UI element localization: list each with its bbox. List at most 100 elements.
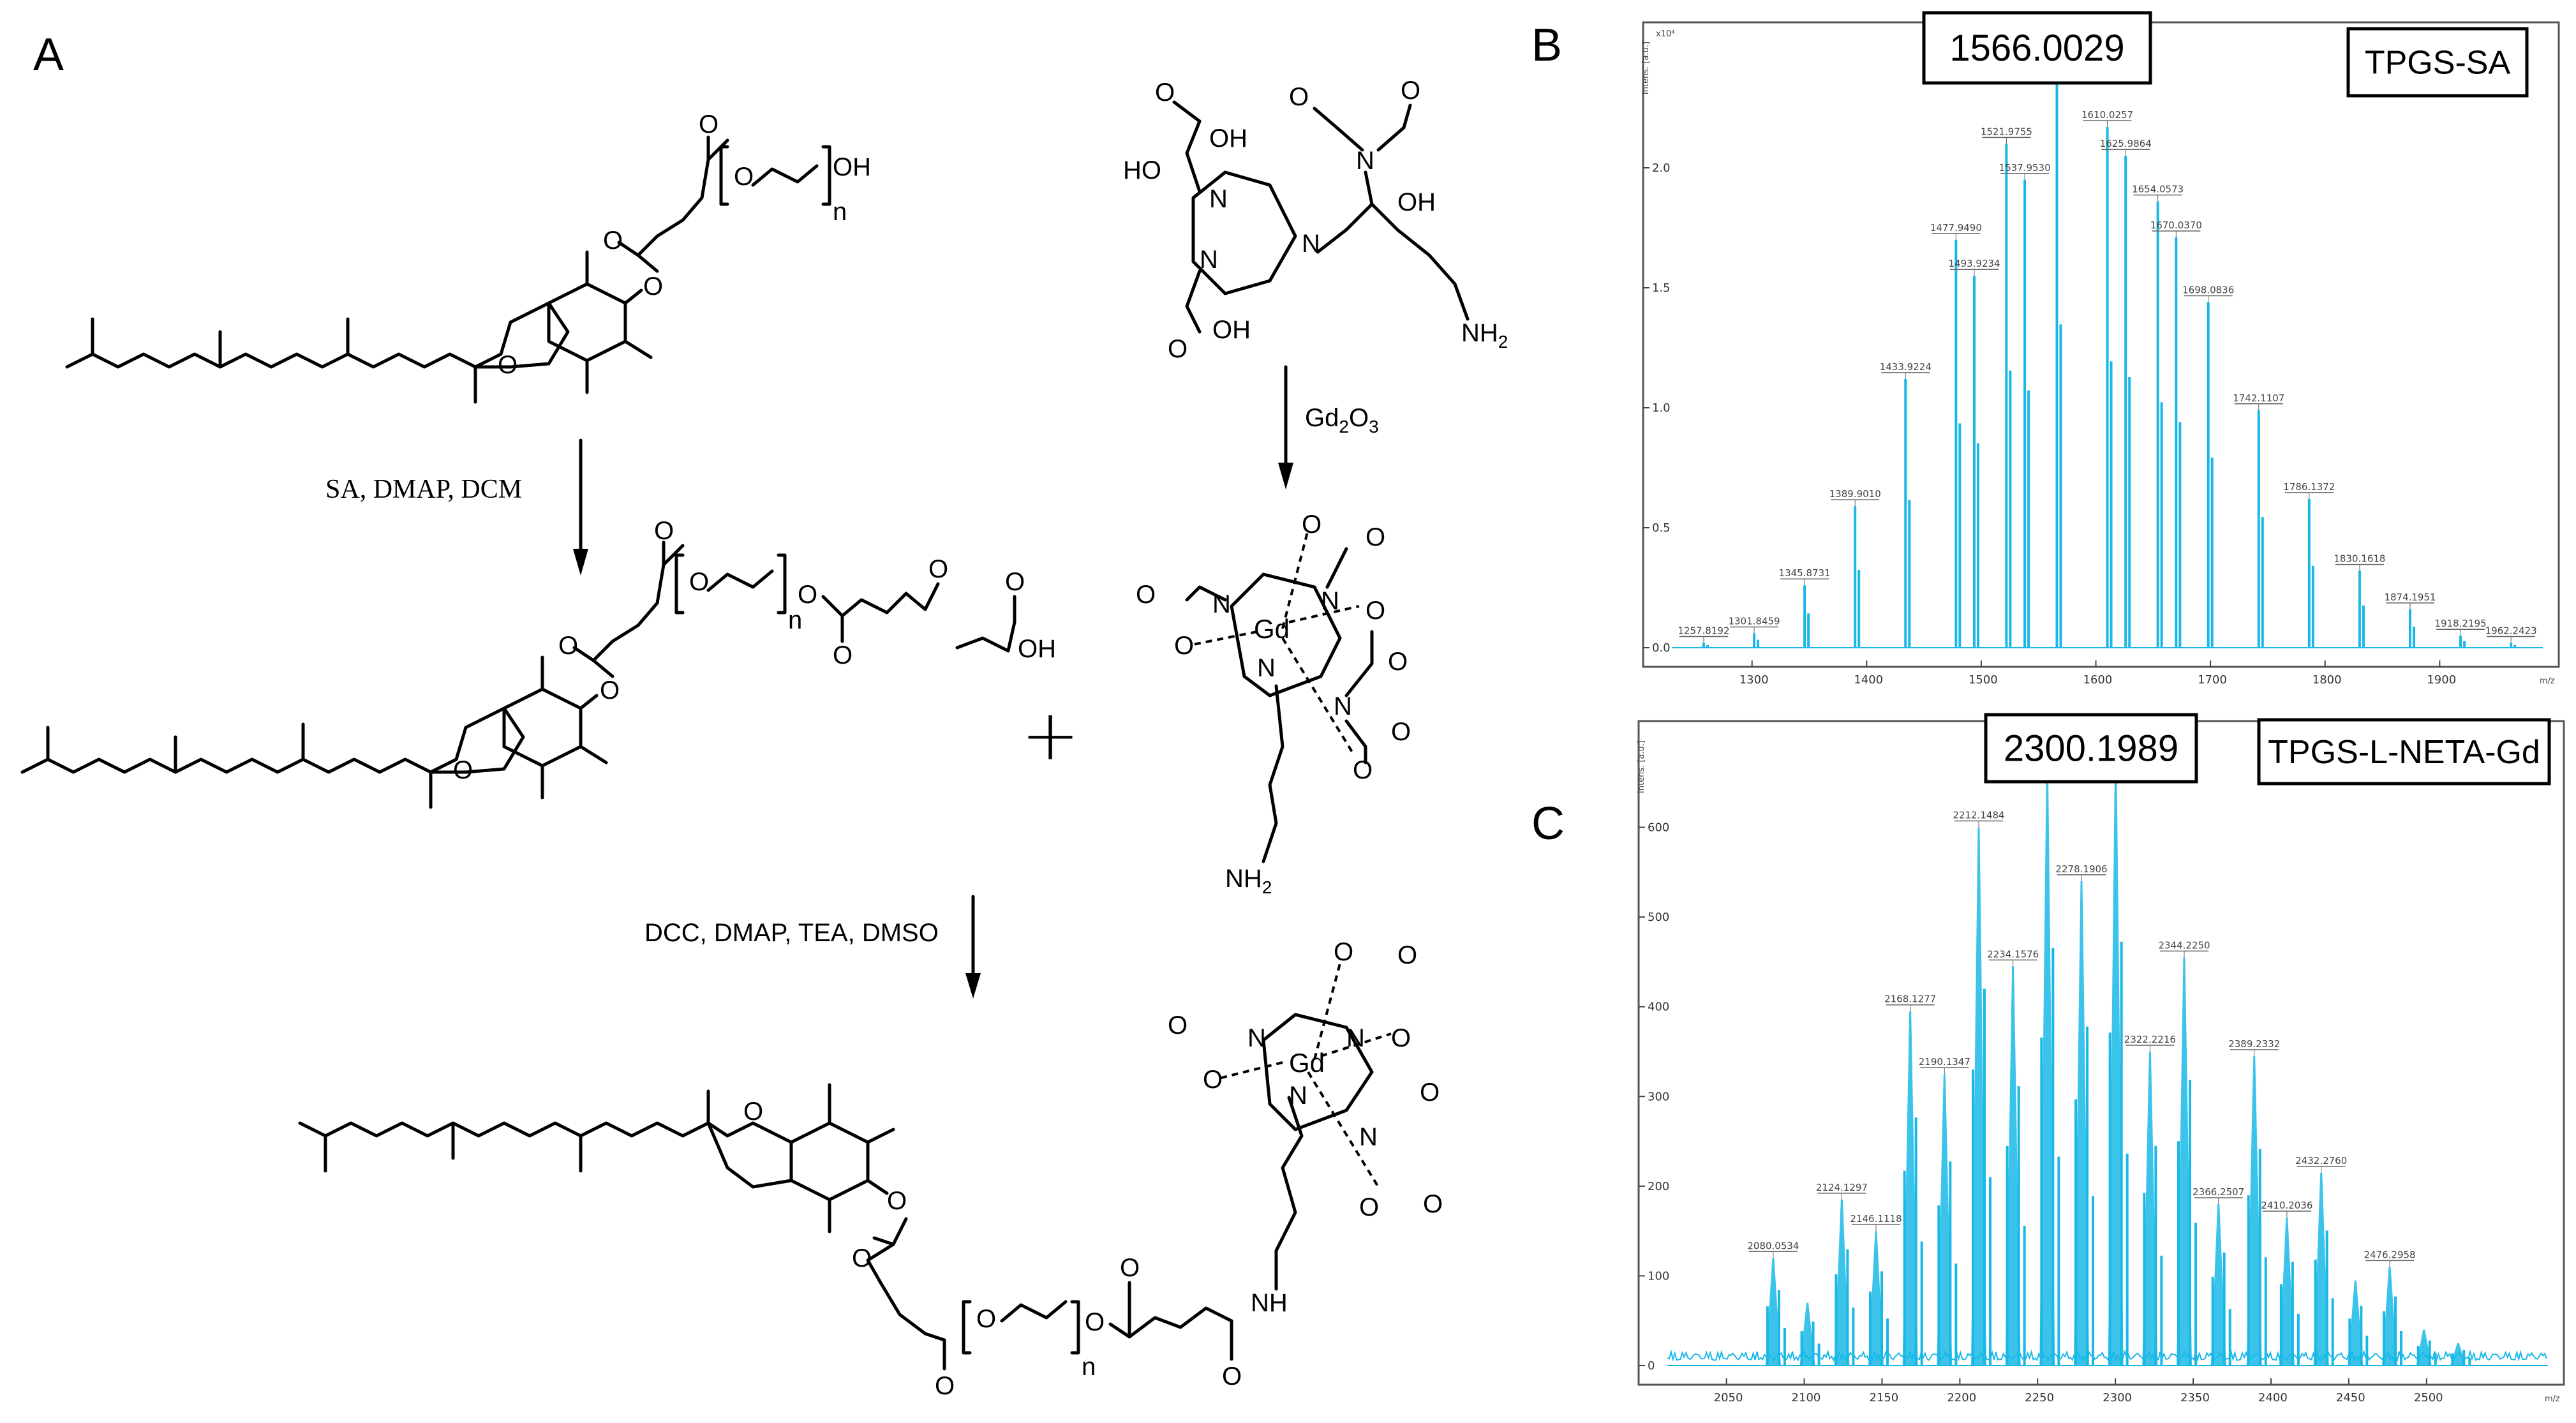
chart-c: 0 100 200 300 400 500 600 2050 2100 2150 2200 2250 2… <box>1637 713 2565 1404</box>
svg-text:O: O <box>1222 1362 1242 1390</box>
peak-17 <box>2348 1280 2364 1366</box>
x-tick-label: 2250 <box>2025 1391 2054 1404</box>
peak-label: 1537.9530 <box>1999 162 2051 174</box>
y-tick-label: 600 <box>1648 821 1669 835</box>
svg-text:Gd: Gd <box>1289 1048 1325 1078</box>
peak-label: 2366.2507 <box>2193 1186 2244 1198</box>
peak-label: 1625.9864 <box>2100 138 2152 149</box>
x-tick-label: 1300 <box>1739 673 1769 687</box>
peak-2212.1484 <box>1970 827 1986 1366</box>
peak-8 <box>2039 769 2055 1366</box>
y-tick-label: 300 <box>1648 1090 1669 1103</box>
step1-arrowhead <box>573 549 588 576</box>
sample-box <box>2346 27 2529 98</box>
peak-label: 1918.2195 <box>2435 618 2487 629</box>
svg-text:O: O <box>1420 1078 1440 1106</box>
peak-2190.1347 <box>1937 1074 1953 1366</box>
svg-text:O: O <box>1203 1066 1223 1094</box>
x-tick-label: 2100 <box>1792 1391 1821 1404</box>
molecule-tpgs-l-neta-gd: O O O O O n O O O NH N N N N Gd O <box>298 938 1443 1400</box>
x-axis-title: m/z <box>2545 1394 2560 1404</box>
x-tick-label: 2450 <box>2336 1391 2365 1404</box>
x-tick-label: 1800 <box>2312 673 2342 687</box>
peak-label: 2190.1347 <box>1919 1056 1970 1068</box>
peak-2476.2958 <box>2382 1267 2398 1366</box>
peak-2322.2216 <box>2142 1051 2158 1366</box>
y-exponent: x10⁴ <box>1656 29 1674 39</box>
x-tick-label: 1600 <box>2083 673 2113 687</box>
x-tick-label: 1400 <box>1854 673 1883 687</box>
y-tick-label: 0.5 <box>1652 521 1671 535</box>
panel-b-label: B <box>1531 20 1562 71</box>
peak-2278.1906 <box>2074 881 2090 1366</box>
svg-text:N: N <box>1289 1082 1307 1110</box>
peak-2234.1576 <box>2005 966 2021 1366</box>
svg-text:O: O <box>798 581 817 609</box>
peak-2124.1297 <box>1834 1199 1850 1366</box>
molecule-gd-neta: N N N N Gd O O O O O O O O NH2 <box>1136 510 1411 897</box>
panel-a-label: A <box>33 29 64 80</box>
svg-text:O: O <box>852 1244 872 1272</box>
y-tick-label: 0.0 <box>1652 641 1671 655</box>
chart-c-frame <box>1637 720 2565 1386</box>
svg-text:NH: NH <box>1251 1289 1288 1317</box>
y-tick-label: 0 <box>1648 1359 1655 1373</box>
y-tick-label: 400 <box>1648 1001 1669 1014</box>
peak-label: 1670.0370 <box>2150 220 2202 231</box>
svg-text:O: O <box>453 756 473 784</box>
svg-text:O: O <box>1388 648 1408 676</box>
svg-text:OH: OH <box>1018 635 1056 663</box>
peak-label: 2389.2332 <box>2228 1038 2280 1050</box>
x-tick-label: 1900 <box>2427 673 2456 687</box>
peak-2344.2250 <box>2177 957 2193 1366</box>
x-tick-label: 2500 <box>2414 1391 2443 1404</box>
svg-text:O: O <box>1005 568 1025 596</box>
svg-text:O: O <box>1136 581 1156 609</box>
peak-label: 2212.1484 <box>1953 810 2004 821</box>
svg-text:O: O <box>1366 597 1385 625</box>
peak-label: 2476.2958 <box>2364 1249 2415 1260</box>
svg-text:O: O <box>654 517 674 545</box>
peak-label: 1874.1951 <box>2384 592 2436 603</box>
peak-label: 1610.0257 <box>2081 109 2133 121</box>
svg-text:O: O <box>743 1098 763 1126</box>
svg-text:O: O <box>1155 78 1175 107</box>
y-tick-label: 2.0 <box>1652 161 1671 175</box>
peak-label: 2080.0534 <box>1747 1240 1799 1251</box>
svg-text:O: O <box>1359 1193 1379 1221</box>
peak-2366.2507 <box>2210 1203 2226 1366</box>
sample-title: TPGS-L-NETA-Gd <box>2268 734 2540 771</box>
peak-label: 1433.9224 <box>1880 361 1932 373</box>
svg-text:O: O <box>1366 523 1385 551</box>
peak-label: 1345.8731 <box>1779 567 1831 579</box>
peak-label: 1962.2423 <box>2485 625 2537 636</box>
svg-text:HO: HO <box>1123 156 1161 184</box>
step2-conditions: DCC, DMAP, TEA, DMSO <box>644 919 939 947</box>
peak-label: 1698.0836 <box>2182 285 2234 296</box>
svg-text:O: O <box>1168 1011 1187 1039</box>
sample-title: TPGS-SA <box>2365 45 2511 82</box>
peak-label: 2344.2250 <box>2158 939 2210 951</box>
svg-text:O: O <box>1391 718 1411 746</box>
svg-text:O: O <box>1401 77 1420 105</box>
x-tick-label: 2200 <box>1947 1391 1976 1404</box>
peak-19 <box>2416 1329 2432 1366</box>
y-tick-label: 1.5 <box>1652 281 1671 295</box>
highlight-mass-label: 2300.1989 <box>2004 728 2178 770</box>
peak-label: 1786.1372 <box>2283 481 2335 493</box>
peak-label: 1521.9755 <box>1981 126 2032 137</box>
svg-text:N: N <box>1334 692 1352 720</box>
svg-text:O: O <box>1397 941 1417 969</box>
highlight-box <box>1984 713 2198 784</box>
peak-label: 1654.0573 <box>2132 184 2184 195</box>
svg-text:N: N <box>1209 185 1228 213</box>
x-tick-label: 2400 <box>2258 1391 2288 1404</box>
x-tick-label: 1500 <box>1969 673 1998 687</box>
chart-b: 0.0 0.5 1.0 1.5 2.0 1300 1400 1500 1600 1700 1800 1… <box>1641 11 2560 687</box>
svg-text:O: O <box>1168 335 1187 363</box>
svg-text:O: O <box>1334 938 1353 966</box>
step1-conditions: SA, DMAP, DCM <box>325 475 522 504</box>
peak-label: 1742.1107 <box>2233 392 2284 404</box>
svg-text:O: O <box>928 555 948 583</box>
svg-text:O: O <box>1302 510 1322 539</box>
